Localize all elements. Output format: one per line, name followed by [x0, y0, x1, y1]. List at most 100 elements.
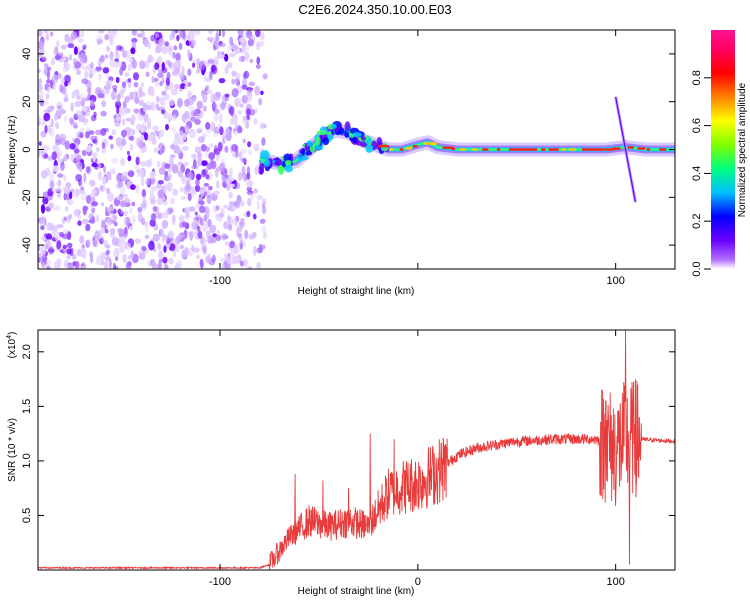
noise-dot: [202, 185, 209, 192]
noise-dot: [207, 58, 214, 64]
noise-dot: [254, 85, 261, 96]
noise-dot: [111, 30, 118, 36]
ridge-blob: [306, 140, 313, 147]
noise-dot: [177, 170, 183, 178]
noise-dot: [199, 217, 204, 226]
noise-dot: [246, 89, 253, 96]
noise-dot: [256, 41, 260, 51]
noise-dot: [74, 260, 80, 269]
noise-dot: [157, 212, 163, 220]
bottom-y-tick-label: 1.5: [21, 399, 33, 414]
noise-dot: [195, 254, 200, 260]
bottom-y-tick-label: 0.5: [21, 508, 33, 523]
noise-dot: [40, 261, 46, 269]
noise-dot: [254, 165, 260, 176]
noise-region: [38, 30, 268, 269]
noise-dot: [194, 146, 202, 154]
noise-dot: [213, 91, 221, 101]
noise-dot: [231, 44, 239, 51]
noise-dot: [102, 176, 107, 186]
noise-dot: [150, 88, 155, 97]
bottom-y-tick-label: 2.0: [21, 344, 33, 359]
noise-dot: [233, 217, 238, 227]
noise-dot: [140, 134, 145, 142]
noise-dot: [216, 229, 220, 235]
noise-dot: [140, 30, 145, 39]
noise-dot: [145, 159, 152, 168]
colorbar-tick-label: 0.0: [691, 261, 703, 276]
noise-dot: [196, 113, 201, 120]
noise-dot: [181, 132, 187, 141]
noise-dot: [138, 113, 144, 121]
noise-dot: [129, 91, 135, 101]
noise-dot: [51, 151, 57, 161]
noise-dot: [246, 266, 253, 269]
noise-dot: [220, 101, 226, 111]
top-x-tick-label: -100: [209, 275, 231, 287]
noise-dot: [212, 102, 216, 112]
noise-dot: [246, 30, 253, 39]
noise-dot: [172, 250, 177, 258]
noise-dot: [248, 149, 253, 156]
noise-dot: [158, 69, 163, 74]
noise-dot: [246, 186, 253, 192]
noise-dot: [244, 51, 250, 61]
noise-dot: [188, 206, 196, 212]
noise-dot: [157, 180, 164, 185]
top-y-tick-label: 20: [21, 96, 33, 108]
noise-dot: [74, 61, 81, 69]
noise-dot: [212, 233, 218, 238]
noise-dot: [231, 114, 239, 123]
noise-dot: [127, 63, 132, 72]
noise-dot: [139, 252, 146, 261]
noise-dot: [107, 192, 114, 202]
noise-dot: [97, 38, 103, 45]
noise-dot: [224, 145, 229, 153]
noise-dot: [45, 93, 50, 100]
noise-dot: [262, 231, 267, 240]
noise-dot: [228, 191, 233, 199]
noise-dot: [171, 214, 176, 221]
noise-dot: [131, 201, 136, 207]
noise-dot: [171, 127, 177, 133]
noise-dot: [100, 128, 107, 136]
noise-dot: [229, 105, 235, 116]
noise-dot: [157, 189, 165, 199]
top-x-axis-label: Height of straight line (km): [298, 286, 415, 297]
noise-dot: [208, 152, 216, 160]
noise-dot: [218, 78, 226, 84]
noise-dot: [93, 111, 97, 119]
noise-dot: [51, 225, 59, 232]
noise-dot: [71, 91, 76, 99]
noise-dot: [213, 189, 221, 196]
noise-dot: [215, 205, 220, 211]
noise-dot: [104, 54, 109, 59]
noise-dot: [139, 161, 147, 167]
noise-dot: [225, 263, 231, 269]
noise-dot: [256, 200, 260, 211]
noise-dot: [97, 93, 105, 99]
noise-dot: [198, 136, 202, 145]
noise-dot: [187, 192, 192, 202]
noise-dot: [86, 166, 91, 174]
noise-dot: [73, 46, 78, 55]
noise-dot: [140, 81, 144, 88]
y-scale-multiplier: (x104): [6, 332, 18, 359]
noise-dot: [262, 206, 267, 215]
noise-dot: [105, 45, 111, 53]
noise-dot: [174, 83, 180, 90]
noise-dot: [136, 33, 142, 38]
noise-dot: [176, 259, 183, 267]
noise-dot: [164, 163, 171, 169]
noise-dot: [114, 60, 119, 69]
noise-dot: [242, 241, 247, 248]
noise-dot: [73, 208, 79, 218]
noise-dot: [215, 234, 222, 241]
top-y-tick-label: -40: [21, 237, 33, 253]
noise-dot: [38, 141, 42, 147]
noise-dot: [56, 239, 62, 250]
noise-dot: [168, 243, 176, 252]
noise-dot: [166, 71, 171, 80]
noise-dot: [59, 133, 67, 141]
noise-dot: [179, 186, 184, 193]
